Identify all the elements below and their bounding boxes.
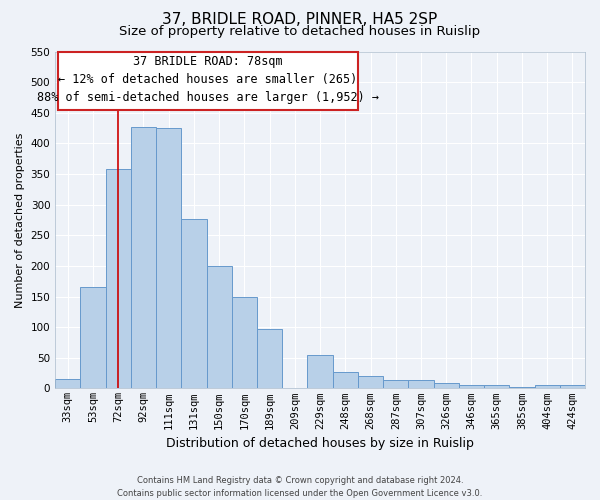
Bar bbox=[560, 386, 585, 388]
Text: Contains HM Land Registry data © Crown copyright and database right 2024.
Contai: Contains HM Land Registry data © Crown c… bbox=[118, 476, 482, 498]
FancyBboxPatch shape bbox=[58, 52, 358, 110]
Text: 37 BRIDLE ROAD: 78sqm
← 12% of detached houses are smaller (265)
88% of semi-det: 37 BRIDLE ROAD: 78sqm ← 12% of detached … bbox=[37, 55, 379, 104]
Bar bbox=[358, 376, 383, 388]
Bar bbox=[55, 379, 80, 388]
Bar bbox=[535, 386, 560, 388]
Bar bbox=[156, 128, 181, 388]
Bar bbox=[232, 296, 257, 388]
Bar bbox=[409, 380, 434, 388]
Bar bbox=[332, 372, 358, 388]
Y-axis label: Number of detached properties: Number of detached properties bbox=[15, 132, 25, 308]
Bar bbox=[181, 218, 206, 388]
Bar bbox=[434, 384, 459, 388]
Bar bbox=[509, 387, 535, 388]
Bar bbox=[257, 329, 282, 388]
Bar bbox=[80, 288, 106, 388]
Text: Size of property relative to detached houses in Ruislip: Size of property relative to detached ho… bbox=[119, 25, 481, 38]
Bar bbox=[206, 266, 232, 388]
Bar bbox=[459, 386, 484, 388]
Bar bbox=[383, 380, 409, 388]
Bar bbox=[131, 127, 156, 388]
Bar bbox=[106, 169, 131, 388]
X-axis label: Distribution of detached houses by size in Ruislip: Distribution of detached houses by size … bbox=[166, 437, 474, 450]
Text: 37, BRIDLE ROAD, PINNER, HA5 2SP: 37, BRIDLE ROAD, PINNER, HA5 2SP bbox=[163, 12, 437, 28]
Bar bbox=[307, 354, 332, 388]
Bar bbox=[484, 386, 509, 388]
